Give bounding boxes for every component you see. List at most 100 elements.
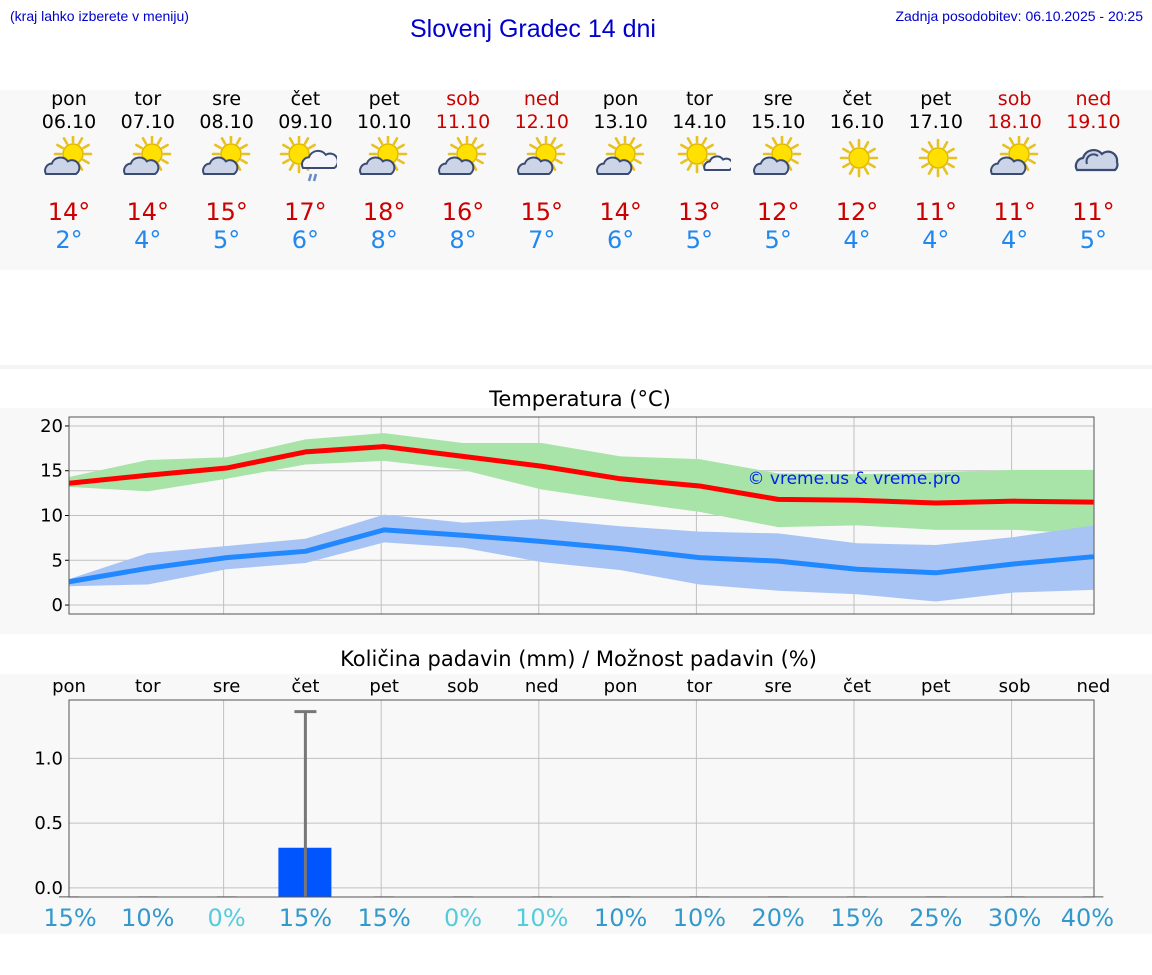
- y-tick-label: 0: [52, 595, 63, 616]
- min-temperature: 4°: [1000, 226, 1029, 254]
- day-date: 11.10: [435, 111, 491, 133]
- y-tick-label: 0.0: [34, 878, 63, 899]
- x-day-label: pon: [604, 676, 638, 697]
- day-name: ned: [523, 88, 560, 110]
- partly-cloudy-icon: [438, 136, 487, 175]
- min-temperature: 5°: [212, 226, 241, 254]
- partly-cloudy-icon: [122, 136, 172, 175]
- min-temperature: 4°: [843, 226, 871, 254]
- min-temperature: 6°: [606, 226, 635, 254]
- partly-cloudy-icon: [359, 136, 408, 175]
- partly-cloudy-icon: [201, 136, 250, 175]
- precipitation-probability: 10%: [593, 904, 648, 932]
- min-temperature: 8°: [449, 226, 477, 254]
- x-day-label: sre: [764, 676, 791, 697]
- max-temperature-line: [68, 444, 1094, 506]
- precipitation-chart-title: Količina padavin (mm) / Možnost padavin …: [340, 647, 817, 671]
- max-temperature: 16°: [441, 198, 485, 226]
- x-day-label: sob: [447, 676, 479, 697]
- max-temperature: 11°: [993, 198, 1036, 226]
- day-date: 16.10: [829, 111, 885, 133]
- max-range-band: [69, 433, 1094, 535]
- spacer: [0, 270, 1152, 369]
- day-name: pet: [920, 88, 952, 110]
- partly-cloudy-icon: [595, 136, 644, 175]
- partly-cloudy-icon: [44, 136, 93, 175]
- min-temperature: 4°: [922, 226, 950, 254]
- y-tick-label: 15: [40, 461, 63, 482]
- x-day-label: tor: [687, 676, 713, 697]
- partly-cloudy-icon: [753, 136, 802, 175]
- max-temperature: 11°: [1072, 198, 1115, 226]
- x-day-label: pet: [369, 676, 399, 697]
- day-date: 12.10: [514, 111, 569, 133]
- day-name: ned: [1075, 88, 1112, 110]
- precipitation-probability: 10%: [121, 904, 175, 932]
- min-range-band: [69, 514, 1094, 602]
- precipitation-probability: 30%: [987, 904, 1042, 932]
- min-temperature: 5°: [685, 226, 714, 254]
- day-name: sob: [997, 88, 1032, 110]
- max-temperature: 17°: [284, 198, 327, 226]
- forecast-strip: [0, 90, 1152, 270]
- day-name: tor: [134, 88, 162, 110]
- x-day-label: pet: [921, 676, 951, 697]
- max-temperature: 14°: [599, 198, 642, 226]
- sun-icon: [839, 138, 879, 178]
- partly-cloudy-icon: [989, 136, 1038, 175]
- max-temperature: 12°: [756, 198, 800, 226]
- temperature-chart-title: Temperatura (°C): [489, 387, 671, 411]
- partly-cloudy-icon: [516, 136, 566, 175]
- min-temperature: 8°: [370, 226, 398, 254]
- x-day-label: pon: [52, 676, 86, 697]
- day-date: 14.10: [672, 111, 727, 133]
- day-date: 17.10: [908, 111, 963, 133]
- max-temperature: 14°: [126, 198, 170, 226]
- day-name: sob: [446, 88, 480, 110]
- plot-area: [69, 700, 1094, 897]
- x-day-label: sre: [213, 676, 240, 697]
- max-temperature: 13°: [678, 198, 721, 226]
- precipitation-probability: 15%: [357, 904, 411, 932]
- min-temperature: 7°: [528, 226, 556, 254]
- max-temperature: 14°: [47, 198, 91, 226]
- precipitation-probability: 15%: [278, 904, 333, 932]
- day-name: pet: [368, 88, 400, 110]
- min-temperature: 5°: [764, 226, 792, 254]
- y-tick-label: 1.0: [34, 748, 63, 769]
- watermark: © vreme.us & vreme.pro: [747, 469, 960, 489]
- day-date: 06.10: [41, 111, 97, 133]
- plot-frame: [68, 699, 1095, 898]
- precipitation-probability: 40%: [1060, 904, 1115, 932]
- precipitation-probability: 15%: [830, 904, 884, 932]
- day-name: čet: [290, 88, 321, 110]
- day-date: 18.10: [987, 111, 1042, 133]
- sun-icon: [918, 138, 958, 178]
- day-name: čet: [842, 88, 872, 110]
- x-day-label: čet: [291, 676, 319, 697]
- day-date: 10.10: [356, 111, 412, 133]
- day-date: 19.10: [1066, 111, 1121, 133]
- max-temperature: 15°: [520, 198, 564, 226]
- x-day-label: ned: [1076, 676, 1110, 697]
- day-name: pon: [51, 88, 87, 110]
- min-temperature: 4°: [134, 226, 162, 254]
- day-date: 09.10: [278, 111, 333, 133]
- day-date: 08.10: [199, 111, 254, 133]
- precipitation-chart: 0.0 0.5 1.0 pon tor sre čet pet sob ned pon tor sre č…: [34, 676, 1110, 899]
- precipitation-probability: 0%: [207, 904, 246, 932]
- x-day-label: čet: [843, 676, 871, 697]
- plot-frame: [68, 416, 1095, 615]
- min-temperature: 6°: [291, 226, 320, 254]
- location-hint: (kraj lahko izberete v meniju): [10, 8, 189, 24]
- day-name: sre: [212, 88, 242, 110]
- day-name: sre: [763, 88, 793, 110]
- y-tick-label: 20: [40, 416, 63, 437]
- precipitation-probability: 25%: [909, 904, 963, 932]
- precipitation-probability: 10%: [515, 904, 569, 932]
- max-temperature: 11°: [914, 198, 958, 226]
- day-date: 15.10: [750, 111, 806, 133]
- cloudy-icon: [1075, 149, 1119, 172]
- min-temperature: 5°: [1079, 226, 1108, 254]
- temperature-chart: 0 5 10 15 20 © vreme.us & vreme.pro: [40, 416, 1095, 616]
